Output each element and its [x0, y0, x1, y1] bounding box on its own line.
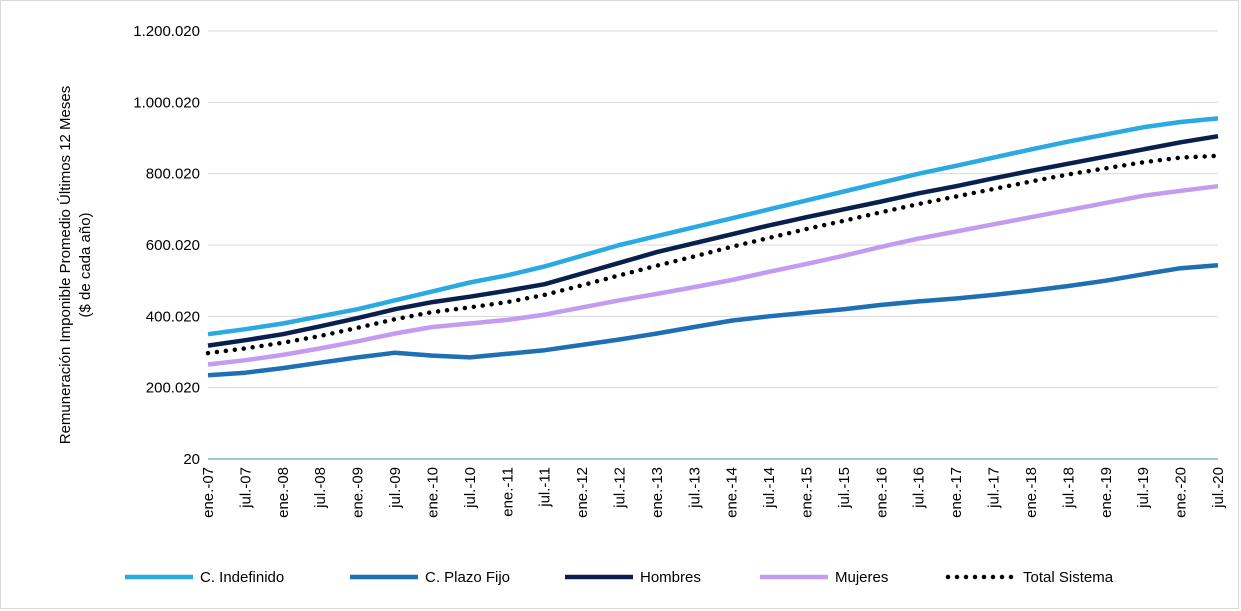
x-axis-tick-labels: ene.-07 jul.-07 ene.-08 jul.-08 ene.-09 jul.-…	[200, 467, 1227, 518]
x-tick-label: jul.-13	[686, 467, 703, 509]
x-tick-label: jul.-10	[462, 467, 479, 509]
x-tick-label: ene.-15	[799, 467, 816, 518]
y-tick-label: 800.020	[146, 166, 200, 183]
x-tick-label: ene.-09	[350, 467, 367, 518]
x-tick-label: ene.-20	[1173, 467, 1190, 518]
x-tick-label: ene.-10	[424, 467, 441, 518]
y-axis-tick-labels: 20 200.020 400.020 600.020 800.020 1.000.020 1…	[133, 23, 200, 468]
legend: C. Indefinido C. Plazo Fijo Hombres Mujeres…	[125, 569, 1114, 586]
x-tick-label: ene.-18	[1023, 467, 1040, 518]
x-tick-label: ene.-19	[1098, 467, 1115, 518]
gridlines	[208, 30, 1218, 460]
y-tick-label: 1.000.020	[133, 94, 200, 111]
x-tick-label: jul.-19	[1135, 467, 1152, 509]
x-tick-label: jul.-08	[312, 467, 329, 509]
x-tick-label: jul.-18	[1060, 467, 1077, 509]
legend-label: Hombres	[640, 569, 701, 586]
series-line-hombres	[207, 133, 1219, 348]
series-group	[205, 116, 1221, 378]
y-tick-label: 20	[183, 451, 200, 468]
series-line-c-indefinido	[207, 116, 1219, 337]
x-tick-label: ene.-11	[499, 467, 516, 517]
y-axis-title-line1: Remuneración Imponible Promedio Últimos …	[57, 86, 74, 445]
x-tick-label: jul.-16	[911, 467, 928, 509]
x-tick-label: ene.-16	[873, 467, 890, 518]
x-tick-label: jul.-07	[237, 467, 254, 509]
x-tick-label: jul.-11	[537, 467, 554, 508]
x-tick-label: jul.-14	[761, 467, 778, 509]
x-tick-label: ene.-12	[574, 467, 591, 518]
y-tick-label: 200.020	[146, 380, 200, 397]
x-tick-label: jul.-15	[836, 467, 853, 509]
x-tick-label: ene.-07	[200, 467, 217, 518]
y-tick-label: 400.020	[146, 308, 200, 325]
y-tick-label: 1.200.020	[133, 23, 200, 40]
legend-label: Total Sistema	[1023, 569, 1114, 586]
series-line-c-plazo-fijo	[207, 263, 1219, 378]
series-line-mujeres	[207, 183, 1219, 367]
x-tick-label: jul.-12	[611, 467, 628, 509]
series-line-total-sistema	[205, 153, 1221, 356]
x-tick-label: ene.-14	[724, 467, 741, 518]
x-tick-label: ene.-13	[649, 467, 666, 518]
legend-label: C. Plazo Fijo	[425, 569, 510, 586]
x-tick-label: jul.-09	[387, 467, 404, 509]
y-axis-title-line2: ($ de cada año)	[77, 212, 94, 317]
x-tick-label: ene.-17	[948, 467, 965, 518]
legend-label: Mujeres	[835, 569, 888, 586]
x-tick-label: jul.-17	[986, 467, 1003, 509]
legend-label: C. Indefinido	[200, 569, 284, 586]
x-tick-label: ene.-08	[275, 467, 292, 518]
x-tick-label: jul.-20	[1210, 467, 1227, 509]
y-tick-label: 600.020	[146, 237, 200, 254]
